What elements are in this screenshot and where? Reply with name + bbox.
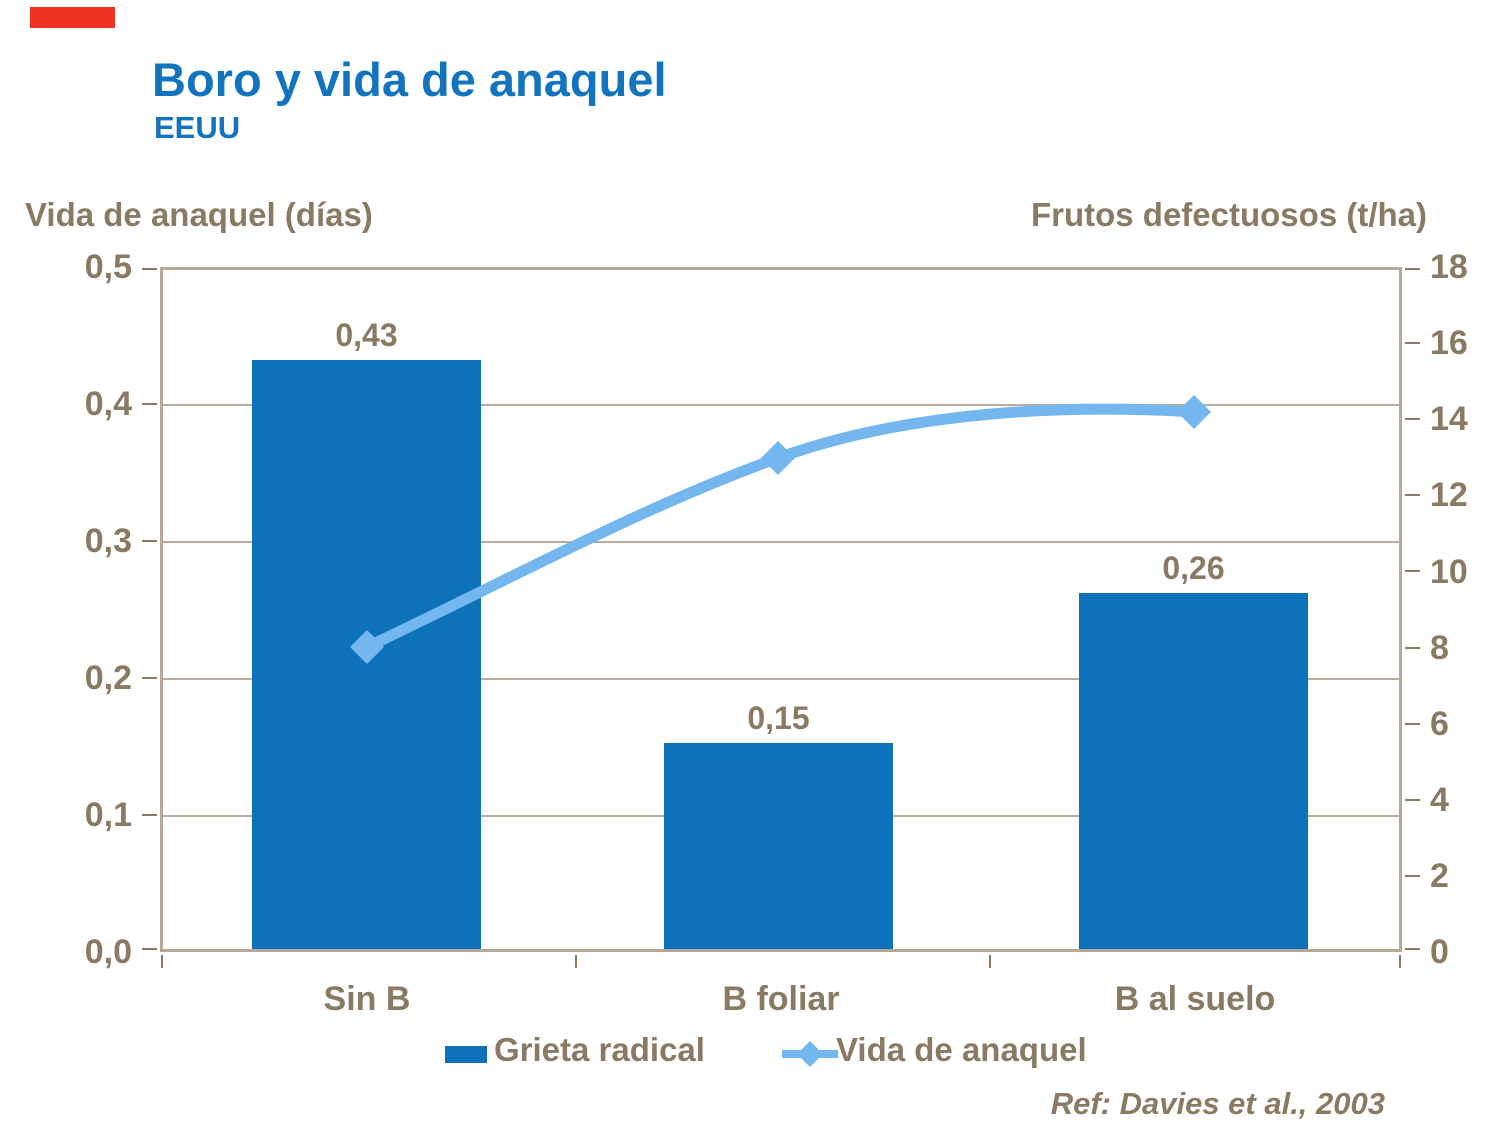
- bar-value-label: 0,15: [747, 700, 810, 736]
- page-title: Boro y vida de anaquel: [152, 53, 667, 106]
- right-axis-tick: [1405, 723, 1420, 725]
- diamond-marker: [1177, 395, 1211, 429]
- left-tick-label: 0,3: [84, 522, 132, 560]
- gridline: [163, 541, 1399, 543]
- left-axis-tick: [142, 403, 157, 405]
- red-accent-bar: [30, 7, 115, 28]
- bar-b-al-suelo: [1079, 593, 1308, 949]
- right-axis-tick: [1405, 948, 1420, 950]
- right-tick-label: 6: [1430, 705, 1449, 743]
- right-axis-tick: [1405, 570, 1420, 572]
- right-tick-label: 12: [1430, 476, 1468, 514]
- left-tick-label: 0,0: [84, 933, 132, 971]
- right-tick-label: 0: [1430, 933, 1449, 971]
- left-tick-label: 0,5: [84, 248, 132, 286]
- right-axis-tick: [1405, 799, 1420, 801]
- left-tick-label: 0,4: [84, 385, 132, 423]
- left-axis-tick: [142, 540, 157, 542]
- category-label-b-al-suelo: B al suelo: [1114, 980, 1276, 1018]
- right-tick-label: 4: [1430, 781, 1449, 819]
- right-tick-label: 16: [1430, 324, 1468, 362]
- bottom-axis-tick: [1399, 955, 1401, 968]
- line-series-vida-de-anaquel: [350, 395, 1211, 664]
- page-subtitle: EEUU: [154, 110, 241, 145]
- left-tick-label: 0,2: [84, 659, 132, 697]
- right-tick-label: 18: [1430, 248, 1468, 286]
- left-axis-title: Vida de anaquel (días): [25, 196, 373, 233]
- left-axis-tick: [142, 268, 157, 270]
- legend-marker-vida-de-anaquel: [782, 1041, 838, 1067]
- bar-b-foliar: [664, 743, 893, 949]
- right-axis-tick: [1405, 494, 1420, 496]
- left-axis-tick: [142, 677, 157, 679]
- right-axis-tick: [1405, 418, 1420, 420]
- legend-label-grieta-radical: Grieta radical: [494, 1031, 705, 1068]
- right-axis-title: Frutos defectuosos (t/ha): [1030, 196, 1427, 233]
- left-tick-label: 0,1: [84, 796, 132, 834]
- bottom-axis-tick: [575, 955, 577, 968]
- category-label-sin-b: Sin B: [323, 980, 411, 1018]
- diamond-marker: [761, 441, 795, 475]
- reference-text: Ref: Davies et al., 2003: [1050, 1086, 1385, 1121]
- legend-swatch-grieta-radical: [445, 1046, 487, 1063]
- gridline: [163, 678, 1399, 680]
- right-axis-tick: [1405, 342, 1420, 344]
- right-tick-label: 14: [1430, 400, 1468, 438]
- right-tick-label: 2: [1430, 857, 1449, 895]
- diamond-marker: [350, 630, 384, 664]
- right-tick-label: 10: [1430, 553, 1468, 591]
- bottom-axis-tick: [161, 955, 163, 968]
- plot-area: 0,43 0,15 0,26: [142, 267, 1420, 968]
- bar-value-label: 0,43: [335, 317, 398, 353]
- gridline: [163, 404, 1399, 406]
- category-label-b-foliar: B foliar: [722, 980, 840, 1018]
- bar-value-label: 0,26: [1162, 550, 1225, 586]
- right-axis-tick: [1405, 268, 1420, 270]
- right-axis-tick: [1405, 875, 1420, 877]
- left-axis-tick: [142, 814, 157, 816]
- right-axis-tick: [1405, 647, 1420, 649]
- legend-diamond-icon: [797, 1041, 823, 1067]
- legend-label-vida-de-anaquel: Vida de anaquel: [836, 1031, 1087, 1068]
- left-axis-tick: [142, 948, 157, 950]
- bottom-axis-tick: [989, 955, 991, 968]
- right-tick-label: 8: [1430, 629, 1449, 667]
